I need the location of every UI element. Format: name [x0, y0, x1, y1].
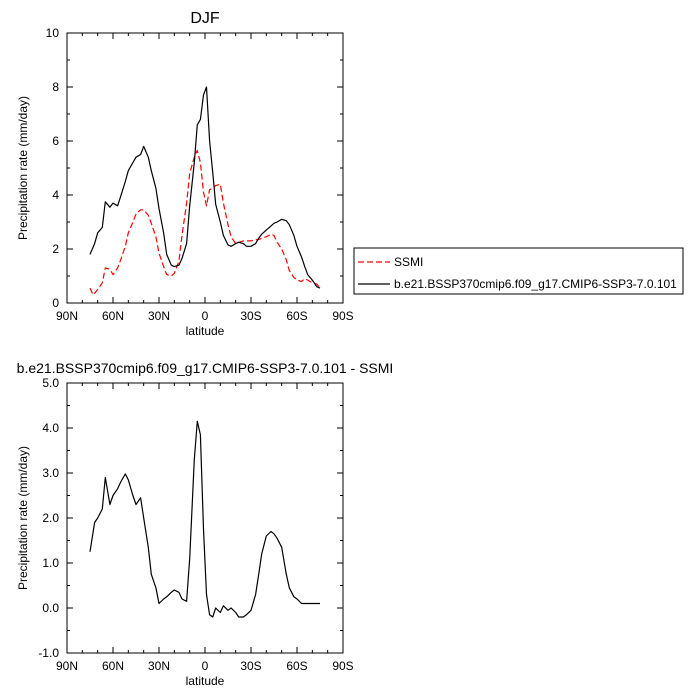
legend-box — [353, 247, 684, 295]
x-axis-label: latitude — [186, 674, 225, 688]
x-tick-label: 30S — [240, 659, 261, 673]
plot-frame — [66, 382, 344, 654]
x-tick-label: 60N — [102, 309, 124, 323]
series-line-0 — [89, 420, 320, 618]
x-tick-label: 0 — [202, 309, 209, 323]
y-tick-label: 4.0 — [42, 421, 59, 435]
y-tick-label: 3.0 — [42, 466, 59, 480]
x-tick-label: 30S — [240, 309, 261, 323]
chart-title: b.e21.BSSP370cmip6.f09_g17.CMIP6-SSP3-7.… — [17, 360, 394, 376]
x-tick-label: 90S — [332, 659, 353, 673]
legend-label-1: b.e21.BSSP370cmip6.f09_g17.CMIP6-SSP3-7.… — [394, 277, 677, 291]
y-tick-label: 2 — [52, 242, 59, 256]
series-line-1 — [89, 86, 321, 289]
x-axis-label: latitude — [186, 324, 225, 338]
y-tick-label: 0.0 — [42, 601, 59, 615]
climatology-panel: DJF 90N 60N 30N 0 30S 60S 90S 0 2 4 6 8 10 latitude Pre… — [16, 10, 684, 338]
y-tick-label: 10 — [46, 26, 60, 40]
plot-frame — [66, 32, 344, 304]
y-tick-label: -1.0 — [38, 646, 59, 660]
x-tick-label: 30N — [148, 309, 170, 323]
x-tick-label: 30N — [148, 659, 170, 673]
difference-panel: b.e21.BSSP370cmip6.f09_g17.CMIP6-SSP3-7.… — [16, 360, 393, 688]
y-tick-label: 6 — [52, 134, 59, 148]
x-tick-label: 90N — [56, 309, 78, 323]
y-tick-label: 1.0 — [42, 556, 59, 570]
y-tick-label: 4 — [52, 188, 59, 202]
y-axis-label: Precipitation rate (mm/day) — [16, 96, 30, 240]
x-tick-label: 60S — [286, 309, 307, 323]
x-tick-label: 0 — [202, 659, 209, 673]
y-tick-label: 0 — [52, 296, 59, 310]
x-tick-label: 90S — [332, 309, 353, 323]
legend-label-0: SSMI — [394, 255, 423, 269]
series-line-0 — [89, 149, 321, 296]
chart-title: DJF — [190, 10, 220, 27]
x-tick-label: 90N — [56, 659, 78, 673]
y-tick-label: 2.0 — [42, 511, 59, 525]
y-tick-label: 5.0 — [42, 376, 59, 390]
x-tick-label: 60S — [286, 659, 307, 673]
x-tick-label: 60N — [102, 659, 124, 673]
y-tick-label: 8 — [52, 80, 59, 94]
y-axis-label: Precipitation rate (mm/day) — [16, 446, 30, 590]
